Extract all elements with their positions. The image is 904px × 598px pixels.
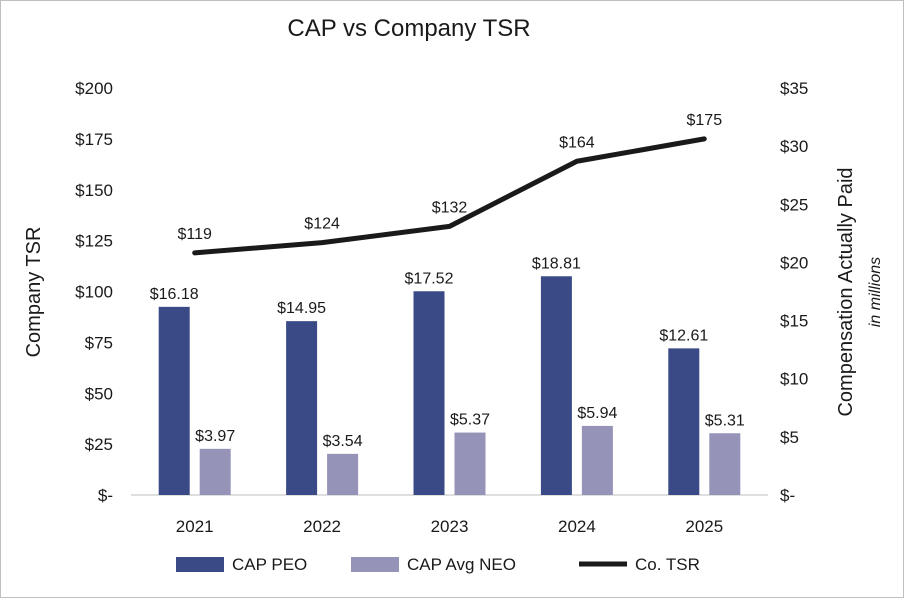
x-axis-ticks: 2021 2022 2023 2024 2025 [176, 517, 723, 536]
right-tick-label: $15 [780, 312, 808, 331]
legend: CAP PEO CAP Avg NEO Co. TSR [176, 555, 700, 574]
cap-peo-bar [540, 276, 572, 495]
right-tick-label: $10 [780, 370, 808, 389]
cap-peo-bar [286, 321, 318, 495]
cap-peo-bar [413, 291, 445, 495]
left-tick-label: $175 [75, 130, 113, 149]
cap-avg-neo-bar [199, 448, 231, 495]
cap-peo-data-label: $16.18 [150, 286, 199, 303]
left-tick-label: $25 [85, 435, 113, 454]
right-axis-ticks: $- $5 $10 $15 $20 $25 $30 $35 [780, 79, 808, 505]
cap-peo-data-label: $17.52 [405, 270, 454, 287]
cap-avg-neo-bar [327, 453, 359, 495]
cap-avg-neo-data-label: $5.31 [705, 412, 745, 429]
right-axis-label: Compensation Actually Paid [835, 167, 857, 416]
tsr-line-series: $119 $124 $132 $164 $175 [177, 112, 723, 256]
tsr-data-label: $119 [177, 226, 212, 243]
cap-avg-neo-data-label: $5.37 [450, 412, 490, 429]
cap-avg-neo-data-label: $5.94 [577, 405, 617, 422]
chart-title: CAP vs Company TSR [287, 15, 530, 42]
left-axis-ticks: $- $25 $50 $75 $100 $125 $150 $175 $200 [75, 79, 113, 505]
x-tick-label: 2024 [558, 517, 596, 536]
x-tick-label: 2025 [685, 517, 723, 536]
tsr-data-label: $175 [687, 112, 723, 129]
x-tick-label: 2021 [176, 517, 214, 536]
cap-peo-data-label: $12.61 [659, 327, 708, 344]
tsr-data-label: $164 [559, 134, 595, 151]
cap-avg-neo-bar [581, 425, 613, 495]
tsr-line [192, 136, 707, 256]
legend-swatch-cap-avg-neo [351, 557, 399, 572]
cap-peo-data-label: $18.81 [532, 255, 581, 272]
right-axis-unit: in millions [867, 257, 884, 327]
x-tick-label: 2023 [431, 517, 469, 536]
tsr-data-label: $124 [304, 216, 340, 233]
legend-swatch-cap-peo [176, 557, 224, 572]
cap-peo-data-label: $14.95 [277, 300, 326, 317]
cap-peo-bar [668, 348, 700, 495]
right-tick-label: $25 [780, 195, 808, 214]
cap-avg-neo-bar [454, 432, 486, 495]
left-tick-label: $200 [75, 79, 113, 98]
left-tick-label: $75 [85, 333, 113, 352]
right-tick-label: $35 [780, 79, 808, 98]
cap-avg-neo-data-label: $3.54 [323, 433, 363, 450]
left-axis-label: Company TSR [23, 227, 45, 358]
left-tick-label: $50 [85, 384, 113, 403]
cap-avg-neo-data-label: $3.97 [195, 428, 235, 445]
right-tick-label: $- [780, 486, 795, 505]
cap-avg-neo-bar [709, 433, 741, 495]
left-tick-label: $150 [75, 181, 113, 200]
left-tick-label: $- [98, 486, 113, 505]
right-tick-label: $5 [780, 428, 799, 447]
bar-series: $16.18 $14.95 $17.52 $18.81 $12.61 $3.97 $3.54… [150, 255, 745, 495]
tsr-data-label: $132 [432, 199, 468, 216]
cap-peo-bar [158, 306, 190, 495]
left-tick-label: $100 [75, 283, 113, 302]
right-tick-label: $30 [780, 137, 808, 156]
legend-label-co-tsr: Co. TSR [635, 555, 700, 574]
right-tick-label: $20 [780, 253, 808, 272]
left-tick-label: $125 [75, 232, 113, 251]
legend-label-cap-peo: CAP PEO [232, 555, 307, 574]
x-tick-label: 2022 [303, 517, 341, 536]
legend-label-cap-avg-neo: CAP Avg NEO [407, 555, 516, 574]
